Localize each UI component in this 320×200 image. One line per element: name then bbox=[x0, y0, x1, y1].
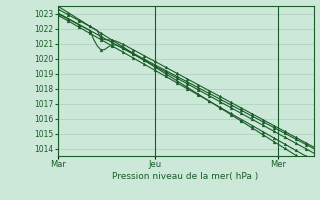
X-axis label: Pression niveau de la mer( hPa ): Pression niveau de la mer( hPa ) bbox=[112, 172, 259, 181]
